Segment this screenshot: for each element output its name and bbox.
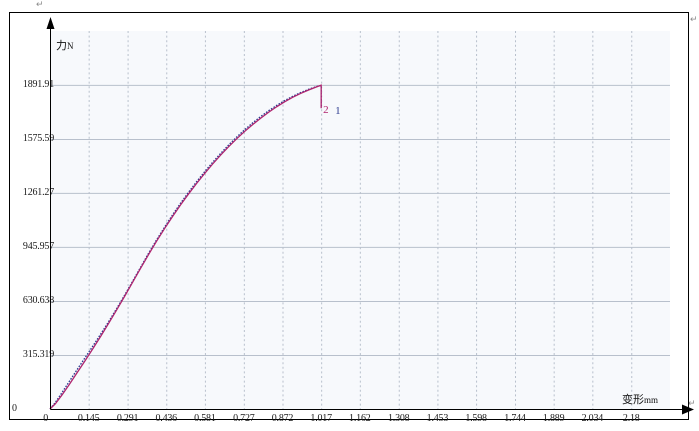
x-axis-tick-label: 1.308 xyxy=(387,413,410,424)
data-curves xyxy=(49,84,322,410)
x-axis-tick-label: 2.18 xyxy=(622,413,640,424)
y-axis-tick-label: 1575.59 xyxy=(22,133,54,145)
y-axis-tick-label: 630.638 xyxy=(22,294,54,306)
x-axis-tick-label: 0.872 xyxy=(271,413,294,424)
y-axis-tick-label: 1891.91 xyxy=(22,78,54,90)
series-label-1: 1 xyxy=(335,105,341,118)
y-axis-unit: N xyxy=(67,41,74,51)
y-axis-title: 力N xyxy=(56,37,74,53)
x-axis-tick-label: 1.598 xyxy=(465,413,487,424)
x-axis-tick-label: 0.145 xyxy=(77,413,100,424)
gridlines xyxy=(50,31,670,409)
x-axis-tick-label: 0 xyxy=(43,413,48,424)
plot-area xyxy=(49,31,670,410)
x-axis-tick-label: 1.162 xyxy=(349,413,371,424)
x-axis-tick-label: 1.889 xyxy=(542,413,565,424)
axis-lines xyxy=(46,17,694,415)
y-axis-title-text: 力 xyxy=(56,40,67,52)
y-axis-tick-label: 945.957 xyxy=(22,240,54,252)
x-axis-tick-label: 1.017 xyxy=(310,413,332,424)
x-axis-tick-label: 2.034 xyxy=(581,413,604,424)
x-axis-title: 变形mm xyxy=(622,391,658,407)
x-axis-tick-label: 0.727 xyxy=(233,413,255,424)
paragraph-mark-bottom-right: ↵ xyxy=(688,398,696,408)
x-axis-unit: mm xyxy=(644,395,659,405)
x-axis-tick-label: 1.453 xyxy=(426,413,449,424)
paragraph-mark-top-right: ↵ xyxy=(690,14,698,24)
x-axis-tick-label: 0.581 xyxy=(194,413,216,424)
x-axis-tick-label: 0.291 xyxy=(116,413,139,424)
chart-frame: 0 315.319 630.638 945.957 1261.27 1575.59 1891… xyxy=(9,12,694,424)
x-axis-tick-label: 0.436 xyxy=(155,413,177,424)
x-axis-tick-label: 1.744 xyxy=(504,413,526,424)
paragraph-mark-top-left: ↵ xyxy=(36,0,44,9)
series-label-2: 2 xyxy=(323,104,329,117)
y-axis-tick-label: 315.319 xyxy=(22,348,54,360)
y-axis-tick-label: 0 xyxy=(12,403,17,414)
x-axis-title-text: 变形 xyxy=(622,394,644,406)
y-axis-tick-label: 1261.27 xyxy=(22,186,54,198)
